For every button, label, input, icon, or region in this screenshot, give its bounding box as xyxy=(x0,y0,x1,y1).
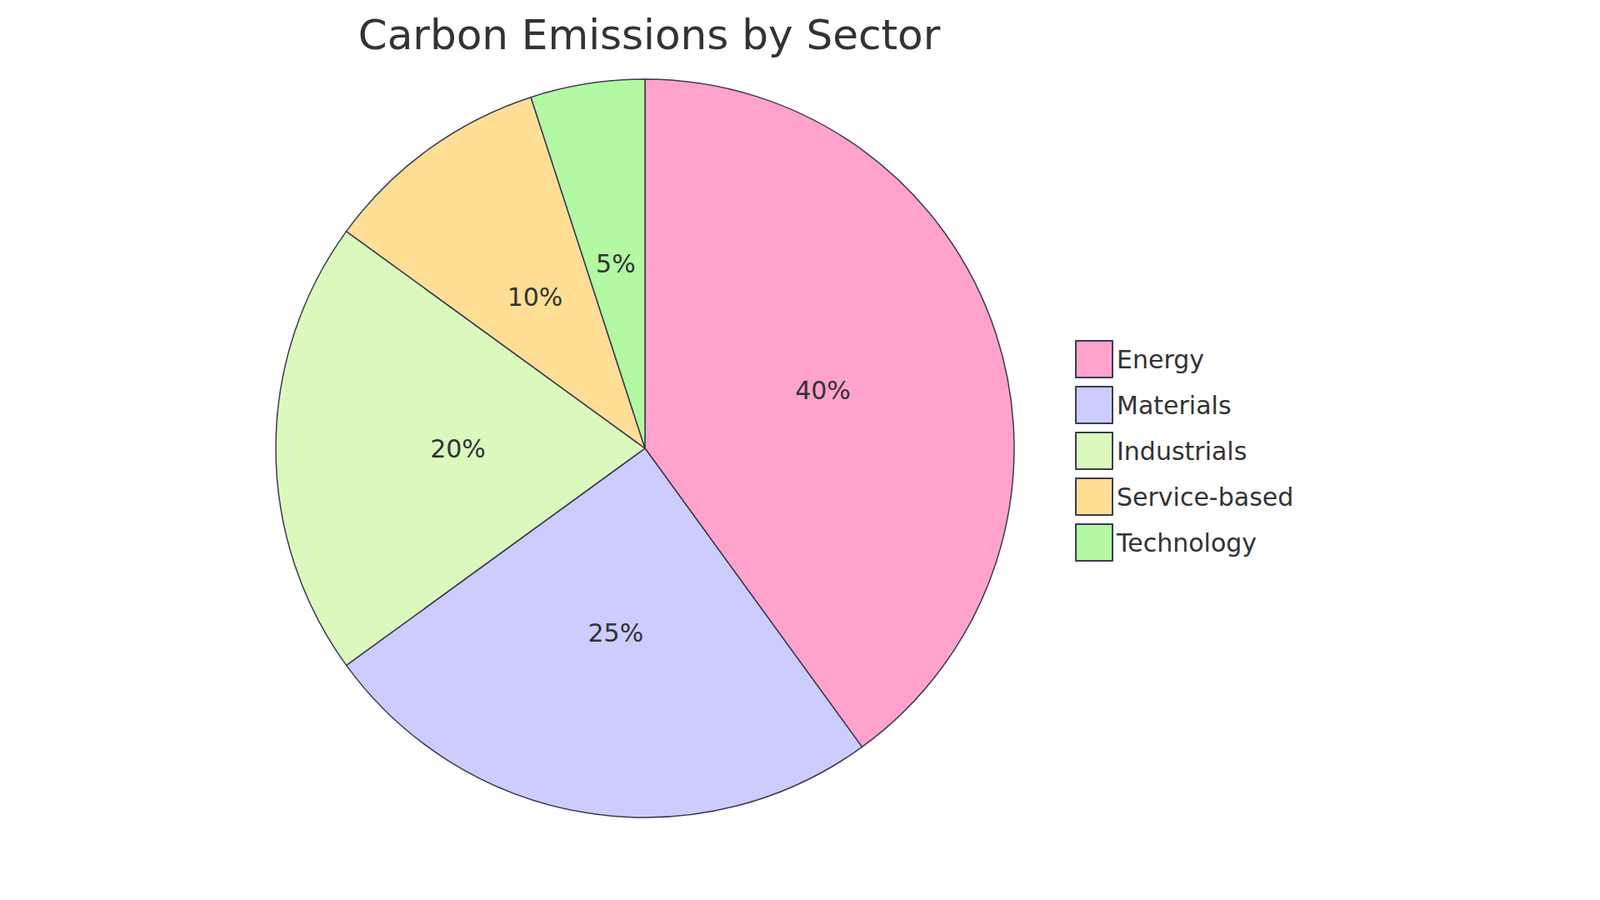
svg-text:Materials: Materials xyxy=(1116,390,1232,420)
svg-text:Carbon Emissions by Sector: Carbon Emissions by Sector xyxy=(358,10,941,60)
svg-text:25%: 25% xyxy=(588,618,645,648)
svg-text:Service-based: Service-based xyxy=(1116,482,1294,512)
svg-text:20%: 20% xyxy=(430,434,486,464)
svg-text:5%: 5% xyxy=(595,249,636,279)
svg-text:Technology: Technology xyxy=(1115,528,1257,558)
svg-text:40%: 40% xyxy=(795,375,851,405)
svg-text:10%: 10% xyxy=(507,282,564,312)
svg-text:Energy: Energy xyxy=(1116,345,1205,375)
svg-text:Industrials: Industrials xyxy=(1116,436,1247,466)
